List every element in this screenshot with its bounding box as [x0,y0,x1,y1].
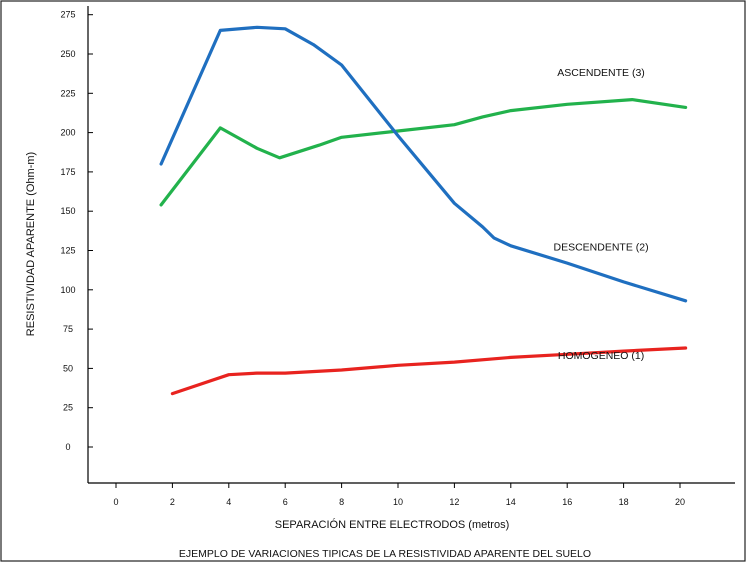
x-axis-label: SEPARACIÓN ENTRE ELECTRODOS (metros) [275,518,510,531]
x-tick-label: 0 [113,497,118,507]
y-tick-label: 125 [60,246,75,256]
series-label-descendente-2: DESCENDENTE (2) [553,242,648,254]
x-tick-label: 16 [562,497,572,507]
y-tick-label: 150 [60,206,75,216]
x-tick-label: 12 [449,497,459,507]
y-tick-label: 50 [63,363,73,373]
x-tick-label: 10 [393,497,403,507]
y-axis-label: RESISTIVIDAD APARENTE (Ohm-m) [25,152,37,336]
y-tick-label: 75 [63,324,73,334]
x-tick-label: 8 [339,497,344,507]
series-label-homogeneo-1: HOMOGENEO (1) [558,350,644,362]
series-line-ascendente-3 [159,97,688,207]
x-tick-label: 6 [283,497,288,507]
y-tick-label: 200 [60,128,75,138]
x-tick-label: 20 [675,497,685,507]
y-tick-label: 0 [65,442,70,452]
y-tick-label: 250 [60,49,75,59]
x-tick-label: 14 [506,497,516,507]
y-tick-label: 100 [60,285,75,295]
chart-caption: EJEMPLO DE VARIACIONES TIPICAS DE LA RES… [179,548,591,560]
series-line-homogeneo-1 [170,346,688,396]
y-tick-label: 225 [60,88,75,98]
x-tick-label: 18 [619,497,629,507]
series-line-descendente-2 [159,25,688,303]
series-lines [159,25,688,396]
x-tick-label: 4 [226,497,231,507]
series-labels: ASCENDENTE (3) DESCENDENTE (2) HOMOGENEO (… [553,67,648,362]
y-tick-label: 25 [63,403,73,413]
y-tick-label: 275 [60,10,75,20]
x-axis-ticks: 0 2 4 6 8 10 12 14 16 18 20 [113,483,685,507]
x-tick-label: 2 [170,497,175,507]
series-label-ascendente-3: ASCENDENTE (3) [557,67,645,79]
y-tick-label: 175 [60,167,75,177]
